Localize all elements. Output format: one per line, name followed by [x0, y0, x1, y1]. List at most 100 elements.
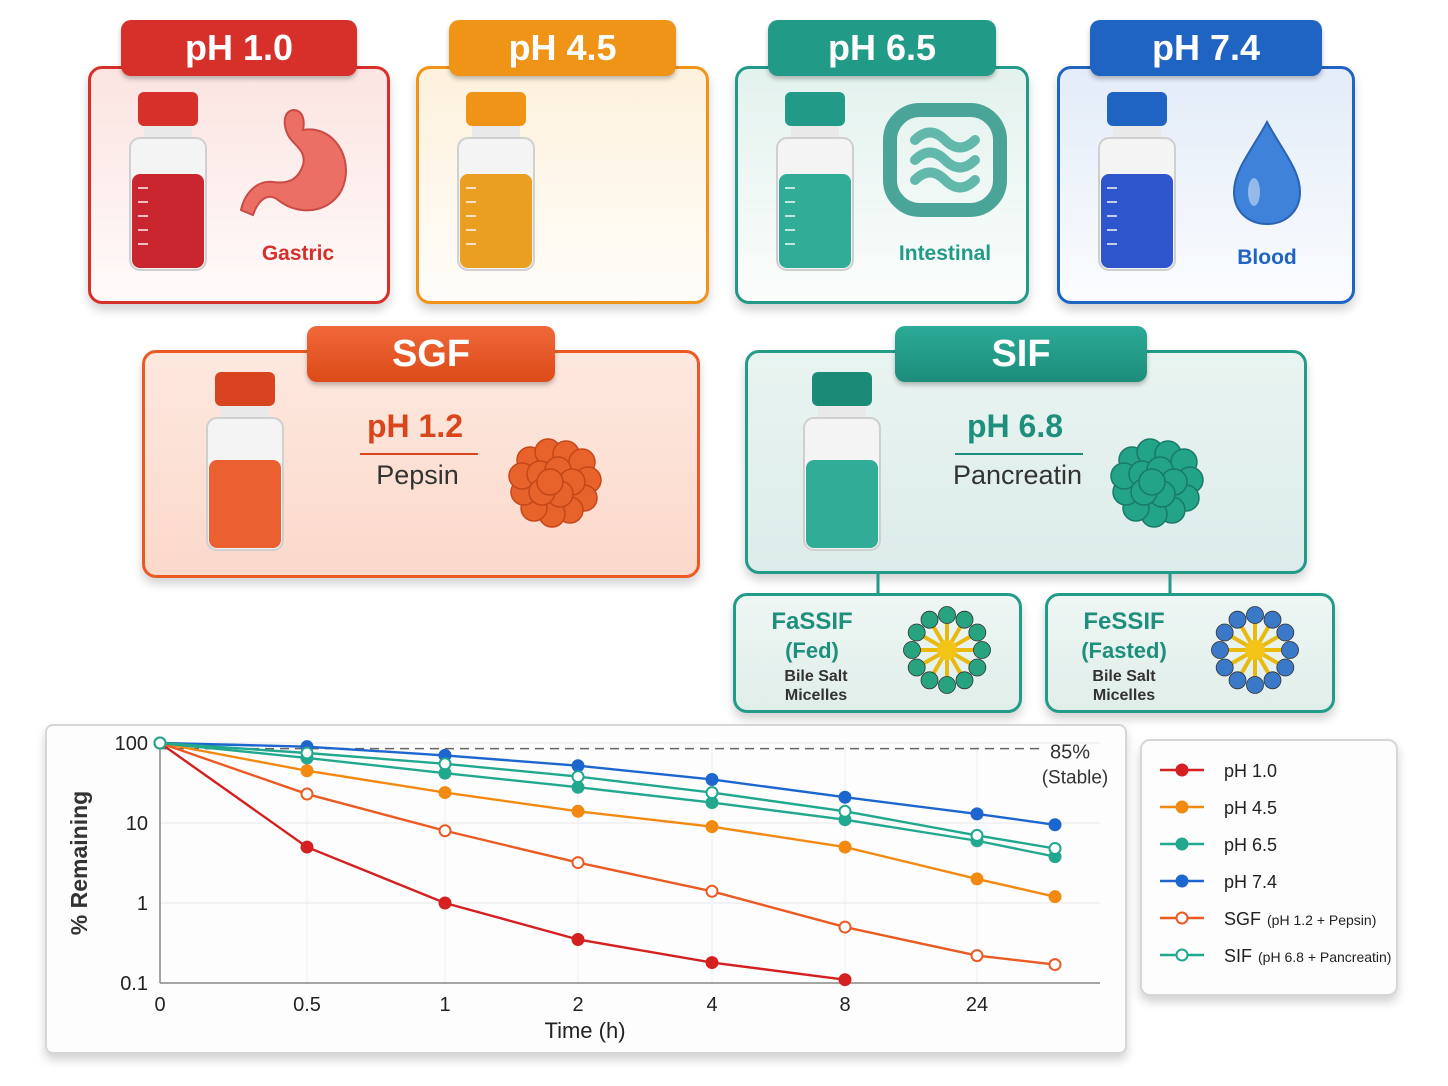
- y-tick-label: 1: [137, 893, 148, 915]
- ph-card-caption: Intestinal: [898, 242, 992, 265]
- data-point: [571, 804, 585, 818]
- data-point: [1048, 842, 1062, 856]
- blood-drop-icon: [1232, 119, 1302, 226]
- ph-card-title: pH 7.4: [1090, 20, 1322, 76]
- legend-entry-name: pH 4.5: [1224, 798, 1277, 818]
- series-line: [159, 741, 1056, 898]
- legend-entry: pH 4.5: [1224, 798, 1277, 818]
- vial-icon: [457, 92, 535, 271]
- series-line: [159, 741, 1056, 826]
- legend-entry: pH 6.5: [1224, 835, 1277, 855]
- ph-card-caption: Gastric: [261, 242, 335, 265]
- sif-enzyme: Pancreatin: [952, 460, 1083, 490]
- chart-panel: [45, 724, 1127, 1054]
- fessif-name: FeSSIF: [1083, 608, 1165, 635]
- sgf-enzyme: Pepsin: [376, 460, 459, 490]
- legend-entry: SIF (pH 6.8 + Pancreatin): [1224, 946, 1391, 966]
- data-point: [571, 932, 585, 946]
- series-line: [159, 741, 1056, 858]
- sgf-divider: [360, 453, 478, 455]
- ph-card-caption: Blood: [1237, 246, 1297, 269]
- ph-card-title: pH 4.5: [449, 20, 676, 76]
- sif-ph: pH 6.8: [966, 408, 1064, 444]
- chart-legend: pH 1.0 pH 4.5 pH 6.5 pH 7.4 SGF (pH 1.2 + Pep…: [1160, 761, 1391, 966]
- legend-marker: [1175, 911, 1189, 925]
- x-tick-label: 24: [966, 994, 988, 1016]
- legend-entry: SGF (pH 1.2 + Pepsin): [1224, 909, 1376, 929]
- legend-entry-name: pH 7.4: [1224, 872, 1277, 892]
- fessif-state: (Fasted): [1081, 638, 1167, 663]
- data-point: [970, 828, 984, 842]
- stomach-icon: [239, 108, 347, 217]
- data-point: [705, 786, 719, 800]
- legend-entry-name: pH 6.5: [1224, 835, 1277, 855]
- x-axis-label: Time (h): [544, 1018, 625, 1043]
- data-point: [438, 786, 452, 800]
- y-tick-label: 100: [115, 733, 148, 755]
- data-point: [1048, 958, 1062, 972]
- data-point: [705, 772, 719, 786]
- y-tick-label: 0.1: [120, 973, 148, 995]
- pepsin-enzyme-icon: [508, 438, 602, 528]
- data-point: [838, 920, 852, 934]
- data-point: [300, 764, 314, 778]
- data-point: [838, 790, 852, 804]
- legend-marker: [1175, 948, 1189, 962]
- reference-label: 85%: [1050, 742, 1090, 764]
- sif-divider: [955, 453, 1083, 455]
- data-point: [153, 736, 167, 750]
- data-point: [705, 884, 719, 898]
- data-point: [571, 770, 585, 784]
- legend-entry-name: SGF: [1224, 909, 1261, 929]
- data-point: [300, 840, 314, 854]
- x-tick-label: 0.5: [293, 994, 321, 1016]
- data-point: [571, 759, 585, 773]
- blank-icon-area: [561, 100, 691, 230]
- fassif-desc-2: Micelles: [784, 687, 848, 704]
- series-line: [159, 741, 1056, 966]
- sgf-ph: pH 1.2: [366, 408, 464, 444]
- x-tick-label: 0: [154, 994, 165, 1016]
- data-point: [300, 746, 314, 760]
- y-axis-label: % Remaining: [66, 791, 92, 935]
- y-tick-label: 10: [126, 813, 148, 835]
- x-tick-label: 4: [706, 994, 717, 1016]
- series-line: [159, 741, 1056, 850]
- legend-entry-note: (pH 6.8 + Pancreatin): [1258, 949, 1391, 965]
- pancreatin-enzyme-icon: [1110, 438, 1204, 528]
- data-point: [571, 856, 585, 870]
- fessif-card: [1045, 593, 1335, 713]
- legend-entry: pH 7.4: [1224, 872, 1277, 892]
- data-point: [838, 973, 852, 987]
- intestine-icon: [883, 103, 1007, 217]
- reference-label-note: (Stable): [1042, 768, 1109, 789]
- data-point: [970, 807, 984, 821]
- micelle-icon: [903, 606, 991, 694]
- x-tick-label: 1: [439, 994, 450, 1016]
- data-point: [705, 956, 719, 970]
- fessif-desc-2: Micelles: [1092, 687, 1156, 704]
- sgf-title: SGF: [307, 326, 555, 382]
- vial-icon: [1098, 92, 1176, 271]
- data-point: [705, 820, 719, 834]
- x-tick-label: 8: [839, 994, 850, 1016]
- data-point: [1048, 818, 1062, 832]
- data-point: [970, 949, 984, 963]
- legend-entry-name: SIF: [1224, 946, 1252, 966]
- data-point: [838, 804, 852, 818]
- legend-marker: [1175, 800, 1189, 814]
- vial-icon: [776, 92, 854, 271]
- fassif-name: FaSSIF: [771, 608, 853, 635]
- sif-connectors: [876, 572, 1172, 596]
- ph-card-title: pH 6.5: [768, 20, 996, 76]
- micelle-icon: [1211, 606, 1299, 694]
- data-point: [571, 780, 585, 794]
- legend-marker: [1175, 874, 1189, 888]
- fessif-desc-1: Bile Salt: [1092, 668, 1156, 685]
- data-point: [838, 840, 852, 854]
- fassif-desc-1: Bile Salt: [784, 668, 848, 685]
- legend-marker: [1175, 763, 1189, 777]
- data-point: [438, 896, 452, 910]
- vial-icon: [803, 372, 881, 551]
- data-point: [300, 787, 314, 801]
